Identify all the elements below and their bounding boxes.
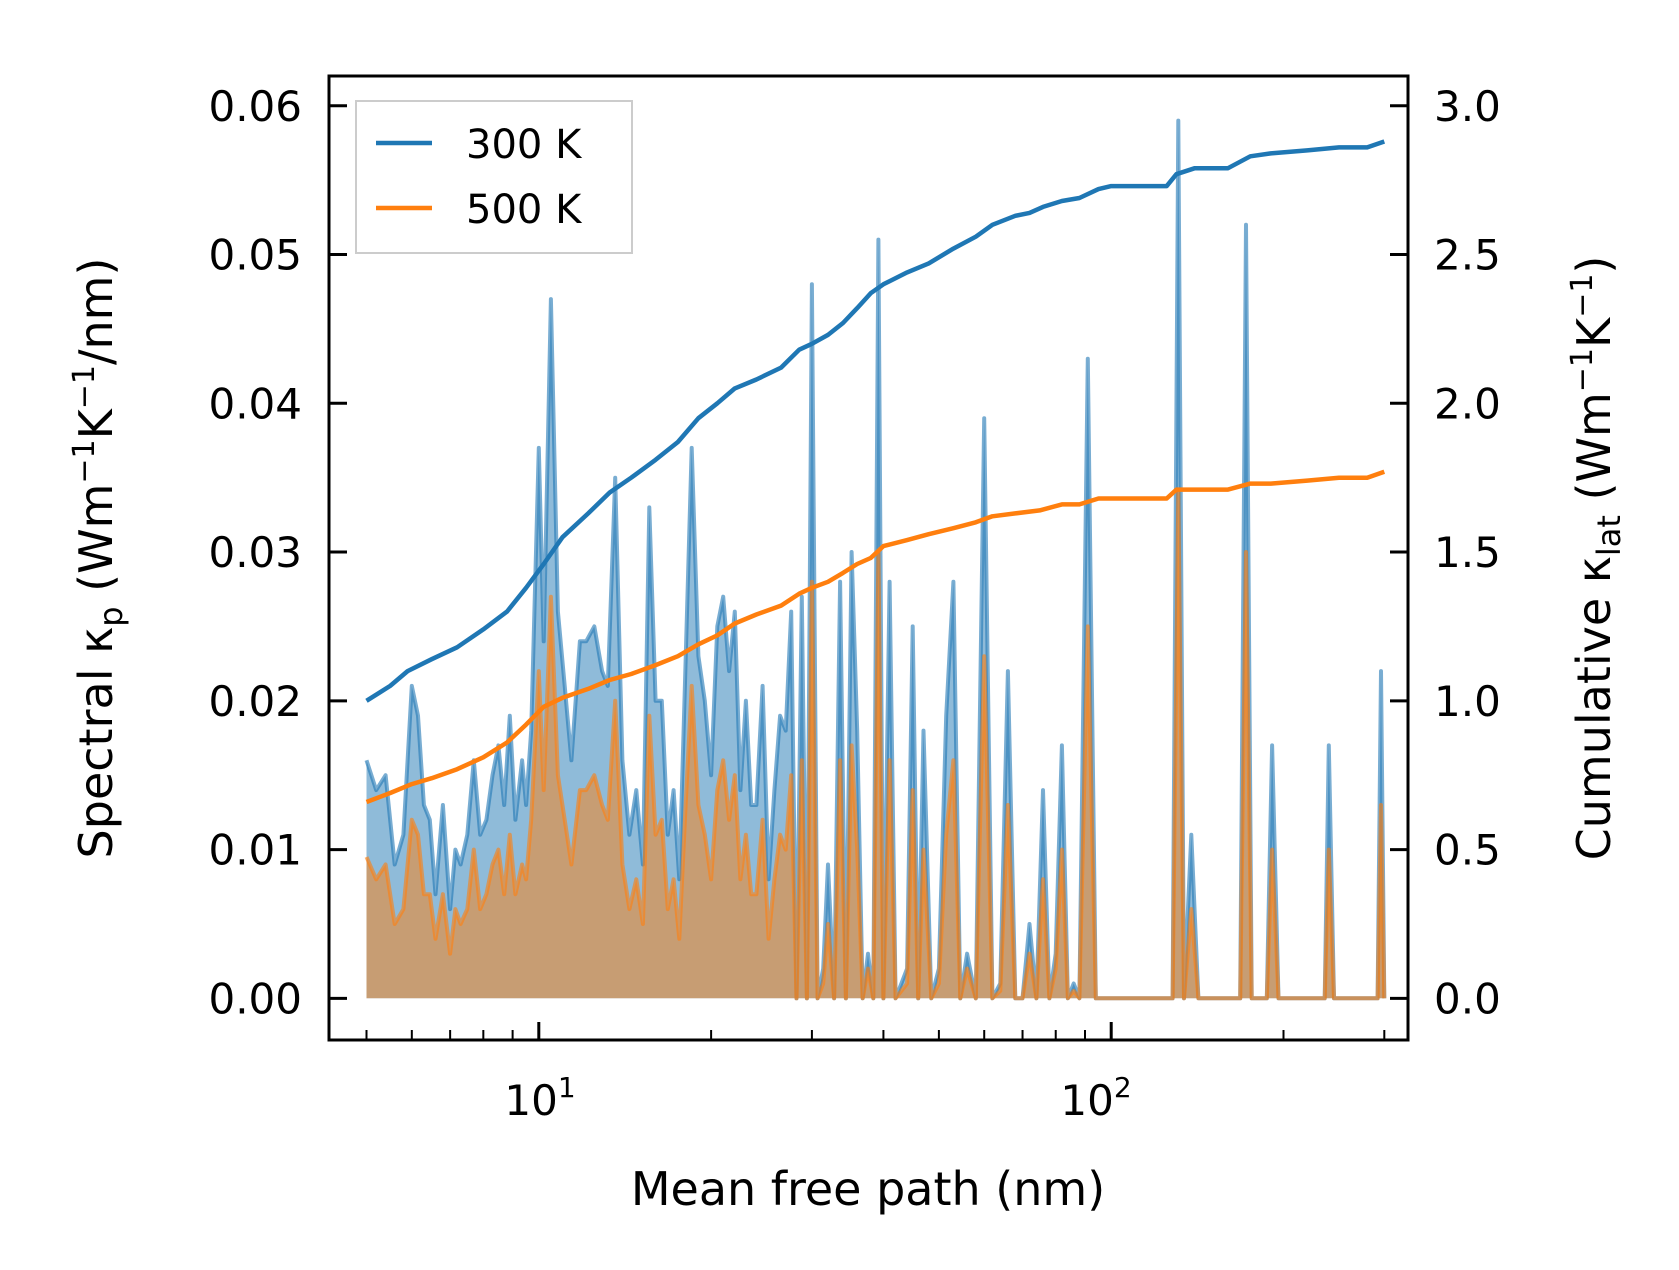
- y-left-tick-labels: 0.00 0.01 0.02 0.03 0.04 0.05 0.06: [208, 82, 302, 1024]
- y-right-tick-label: 1.0: [1434, 677, 1501, 726]
- y-right-tick-label: 0.5: [1434, 826, 1501, 875]
- y-left-tick-label: 0.00: [208, 974, 302, 1023]
- x-tick-label-100: 102: [1060, 1071, 1131, 1125]
- spectral-300k-fill: [366, 120, 1385, 999]
- y-right-axis-label: Cumulative κlat (Wm−1K−1): [1565, 256, 1628, 861]
- y-right-tick-labels: 0.0 0.5 1.0 1.5 2.0 2.5 3.0: [1434, 82, 1501, 1024]
- x-tick-label-10: 101: [504, 1071, 575, 1125]
- y-left-tick-label: 0.03: [208, 528, 302, 577]
- y-right-tick-label: 2.0: [1434, 379, 1501, 428]
- legend: 300 K 500 K: [355, 100, 633, 254]
- axis-ticks: [329, 104, 1408, 1040]
- y-left-tick-label: 0.02: [208, 677, 302, 726]
- x-axis-label: Mean free path (nm): [631, 1162, 1105, 1216]
- spectral-500k-line: [364, 490, 1387, 1001]
- spectral-500k-fill: [366, 492, 1385, 999]
- legend-label-300k: 300 K: [466, 122, 583, 168]
- y-left-axis-label: Spectral κp (Wm−1K−1/nm): [67, 258, 130, 859]
- plot-content: [364, 118, 1387, 1001]
- y-left-tick-label: 0.06: [208, 82, 302, 131]
- y-right-tick-label: 0.0: [1434, 974, 1501, 1023]
- y-right-tick-label: 3.0: [1434, 82, 1501, 131]
- legend-label-500k: 500 K: [466, 187, 583, 233]
- plot-frame: [327, 74, 1410, 1042]
- legend-box: [355, 100, 633, 254]
- cumulative-500k-line: [365, 469, 1386, 805]
- y-left-tick-label: 0.01: [208, 826, 302, 875]
- cumulative-300k-line: [365, 139, 1386, 703]
- y-left-tick-label: 0.05: [208, 231, 302, 280]
- y-left-tick-label: 0.04: [208, 379, 302, 428]
- y-right-tick-label: 1.5: [1434, 528, 1501, 577]
- y-right-tick-label: 2.5: [1434, 231, 1501, 280]
